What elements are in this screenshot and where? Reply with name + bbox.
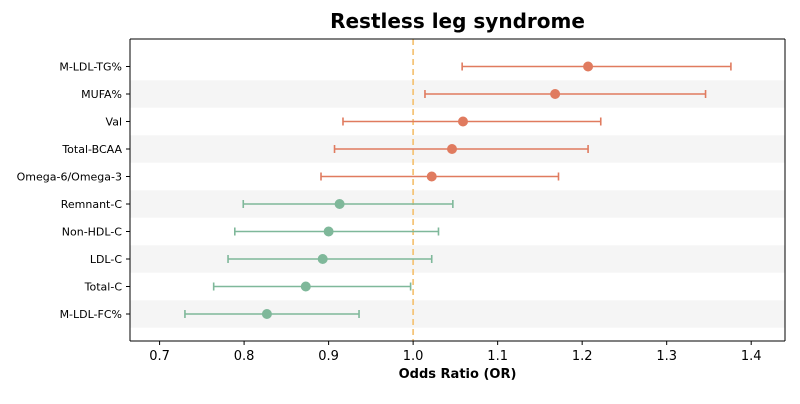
x-tick-label: 1.1: [487, 349, 508, 364]
point-estimate: [583, 61, 594, 72]
row-band: [130, 190, 785, 218]
point-estimate: [334, 199, 345, 209]
x-tick-label: 0.8: [234, 349, 255, 364]
point-estimate: [457, 116, 468, 127]
y-tick-label: MUFA%: [81, 88, 122, 101]
y-tick-label: Total-C: [84, 281, 123, 294]
y-tick-label: M-LDL-TG%: [59, 61, 122, 74]
y-tick-label: M-LDL-FC%: [60, 308, 122, 321]
x-tick-label: 1.4: [741, 349, 762, 364]
x-axis-label: Odds Ratio (OR): [398, 367, 517, 382]
y-tick-label: Val: [106, 116, 122, 129]
point-estimate: [550, 89, 561, 99]
x-tick-label: 1.3: [656, 349, 677, 364]
point-estimate: [317, 254, 328, 264]
y-tick-label: Non-HDL-C: [62, 226, 123, 239]
chart-title: Restless leg syndrome: [330, 9, 585, 33]
point-estimate: [300, 281, 311, 292]
y-tick-label: Remnant-C: [61, 198, 123, 211]
point-estimate: [426, 171, 437, 182]
x-tick-label: 1.0: [403, 349, 424, 364]
y-tick-label: Omega-6/Omega-3: [17, 171, 122, 184]
y-tick-label: LDL-C: [90, 253, 123, 266]
point-estimate: [447, 144, 458, 154]
point-estimate: [323, 226, 334, 237]
x-tick-label: 1.2: [572, 349, 593, 364]
x-tick-label: 0.9: [318, 349, 339, 364]
x-tick-label: 0.7: [149, 349, 170, 364]
point-estimate: [261, 309, 272, 319]
y-tick-label: Total-BCAA: [61, 143, 122, 156]
